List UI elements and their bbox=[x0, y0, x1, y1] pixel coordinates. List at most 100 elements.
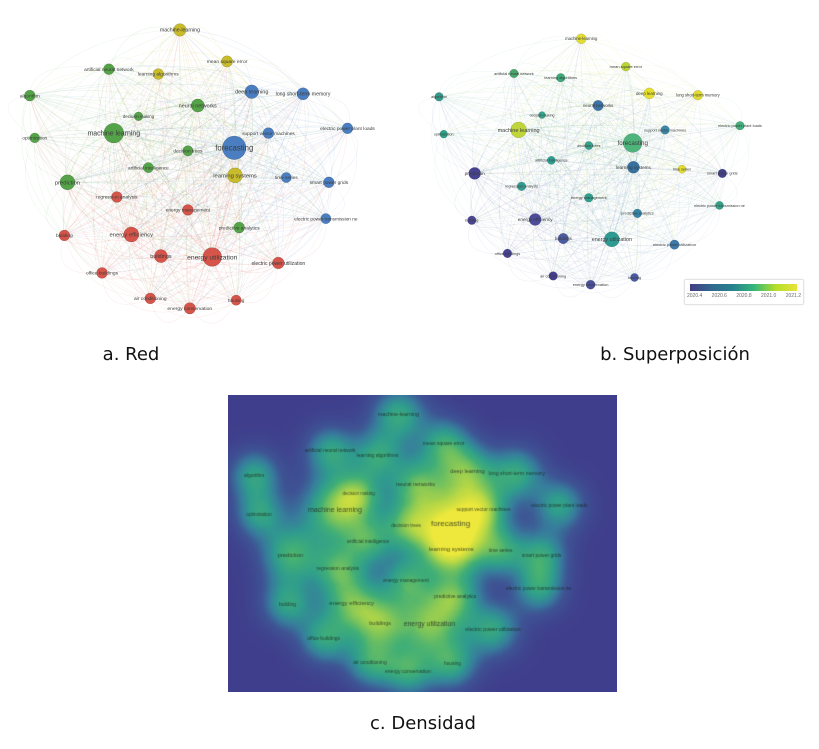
edge bbox=[116, 147, 235, 198]
edge bbox=[580, 38, 590, 146]
edge bbox=[553, 205, 720, 277]
edge bbox=[158, 73, 279, 264]
edge bbox=[29, 95, 237, 301]
edge bbox=[474, 173, 564, 239]
edge bbox=[535, 205, 720, 222]
edge bbox=[632, 142, 723, 174]
edge bbox=[29, 29, 180, 96]
edge bbox=[158, 73, 237, 301]
edge bbox=[611, 125, 741, 240]
node-label: electric power transmission ne bbox=[694, 204, 745, 208]
edge bbox=[431, 96, 472, 221]
edge bbox=[34, 137, 188, 211]
edge bbox=[34, 137, 117, 198]
edge bbox=[521, 186, 635, 278]
edge bbox=[597, 105, 635, 278]
edge bbox=[150, 61, 228, 299]
edge bbox=[108, 69, 213, 258]
edge bbox=[513, 73, 589, 146]
network-node bbox=[182, 145, 194, 157]
edge bbox=[234, 127, 348, 149]
edge bbox=[116, 73, 159, 198]
edge bbox=[521, 38, 582, 187]
edge bbox=[590, 142, 634, 285]
edge bbox=[108, 68, 198, 106]
node-label: decision trees bbox=[577, 144, 600, 148]
edge bbox=[150, 218, 326, 299]
edge bbox=[34, 137, 236, 176]
edge bbox=[555, 77, 564, 239]
edge bbox=[278, 177, 294, 264]
edge bbox=[234, 147, 330, 183]
edge bbox=[513, 73, 720, 206]
edge bbox=[552, 142, 633, 277]
network-node bbox=[677, 164, 687, 174]
edge bbox=[160, 255, 279, 273]
edge bbox=[160, 61, 228, 257]
network-node bbox=[715, 201, 724, 210]
edge bbox=[179, 29, 269, 134]
edge bbox=[590, 66, 627, 285]
edge bbox=[187, 209, 237, 301]
network-node bbox=[24, 89, 36, 102]
edge bbox=[113, 132, 235, 149]
edge bbox=[438, 96, 612, 240]
edge bbox=[438, 96, 633, 144]
edge bbox=[150, 175, 236, 299]
network-node bbox=[96, 267, 108, 279]
network-node bbox=[152, 68, 164, 80]
edge bbox=[637, 125, 741, 214]
edge bbox=[160, 175, 236, 257]
edge bbox=[29, 95, 117, 198]
edge bbox=[443, 133, 589, 146]
edge bbox=[513, 73, 589, 198]
edge bbox=[197, 104, 348, 129]
edge bbox=[187, 61, 228, 210]
edge bbox=[251, 91, 327, 219]
edge bbox=[29, 66, 109, 96]
legend-tick-label: 2020.8 bbox=[736, 293, 752, 299]
edge bbox=[234, 175, 329, 183]
edge bbox=[552, 38, 582, 276]
network-node bbox=[592, 100, 604, 111]
edge bbox=[157, 73, 213, 258]
edge bbox=[212, 177, 287, 258]
edge bbox=[588, 66, 627, 146]
edge bbox=[553, 168, 683, 277]
edge bbox=[563, 238, 675, 254]
edge bbox=[138, 61, 228, 117]
edge bbox=[34, 29, 180, 139]
edge bbox=[632, 142, 675, 245]
edge bbox=[189, 227, 240, 309]
edge bbox=[438, 96, 554, 277]
edge bbox=[64, 105, 198, 236]
edge bbox=[158, 73, 236, 176]
edge bbox=[179, 29, 348, 129]
edge bbox=[233, 147, 279, 264]
edge bbox=[438, 96, 675, 245]
edge bbox=[22, 95, 68, 183]
edge bbox=[597, 105, 634, 168]
edge bbox=[34, 137, 213, 258]
edge bbox=[513, 73, 591, 285]
node-label: electric power utilization bbox=[251, 261, 305, 267]
network-node bbox=[643, 87, 655, 100]
network-node bbox=[123, 226, 140, 243]
edge bbox=[535, 173, 723, 220]
edge bbox=[138, 90, 252, 117]
edge bbox=[131, 150, 189, 235]
edge bbox=[101, 262, 279, 283]
edge bbox=[108, 68, 330, 183]
edge bbox=[562, 38, 582, 239]
edge bbox=[148, 29, 181, 168]
edge bbox=[187, 93, 304, 211]
node-label: artificial neural network bbox=[494, 71, 534, 76]
node-label: prediction bbox=[55, 180, 80, 186]
edge bbox=[474, 38, 582, 174]
node-label: office buildings bbox=[86, 271, 119, 277]
edge bbox=[158, 73, 287, 178]
edge bbox=[625, 66, 636, 278]
edge bbox=[518, 129, 683, 170]
edge bbox=[29, 95, 213, 258]
